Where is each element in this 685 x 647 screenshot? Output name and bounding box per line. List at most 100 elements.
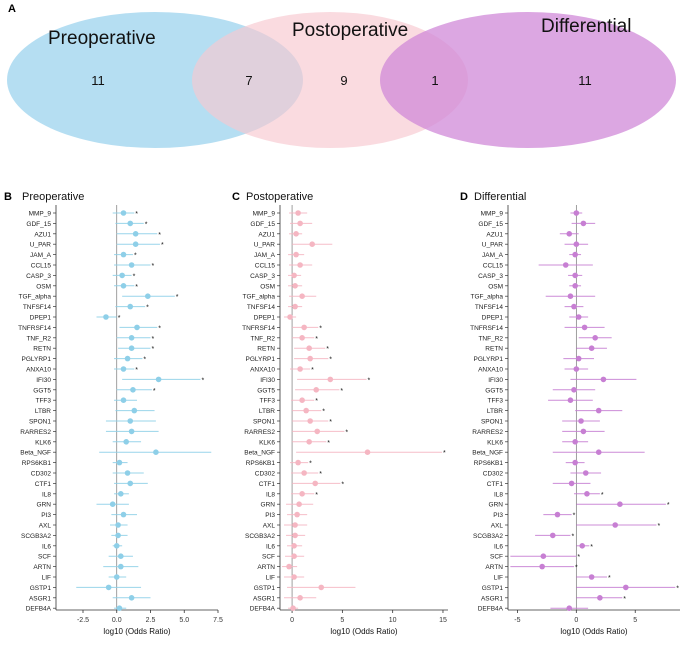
y-tick-label-pglyrp1: PGLYRP1	[245, 356, 275, 363]
estimate-point-retn	[128, 345, 135, 352]
y-tick-label-tnf-r2: TNF_R2	[478, 335, 503, 342]
y-tick-label-scf: SCF	[490, 554, 503, 561]
y-tick-label-spon1: SPON1	[253, 419, 275, 426]
y-tick-label-u-par: U_PAR	[30, 242, 51, 249]
estimate-point-klk6	[306, 439, 312, 445]
estimate-point-casp-3	[119, 272, 125, 279]
x-tick-label: 5.0	[179, 617, 189, 624]
significance-marker: *	[315, 492, 318, 499]
y-tick-label-spon1: SPON1	[481, 419, 503, 426]
x-tick-label: -5	[514, 617, 520, 624]
estimate-point-asgr1	[297, 595, 303, 601]
y-tick-label-casp-3: CASP_3	[250, 273, 275, 280]
estimate-point-grn	[109, 501, 116, 508]
y-tick-label-pglyrp1: PGLYRP1	[473, 356, 503, 363]
y-tick-label-ifi30: IFI30	[488, 377, 503, 384]
estimate-point-u-par	[132, 241, 139, 247]
y-tick-label-anxa10: ANXA10	[250, 367, 275, 374]
estimate-point-beta-ngf	[153, 449, 159, 456]
y-tick-label-gstp1: GSTP1	[30, 585, 52, 592]
significance-marker: *	[152, 336, 155, 343]
estimate-point-beta-ngf	[595, 449, 602, 456]
estimate-point-grn	[617, 501, 623, 508]
x-axis-label: log10 (Odds Ratio)	[330, 627, 397, 636]
estimate-point-pi3	[294, 511, 300, 518]
y-tick-label-casp-3: CASP_3	[478, 273, 503, 280]
x-tick-label: 5	[340, 617, 344, 624]
estimate-point-gstp1	[623, 584, 629, 591]
estimate-point-anxa10	[120, 366, 127, 372]
significance-marker: *	[135, 367, 138, 374]
x-tick-label: 15	[439, 617, 447, 624]
y-tick-label-tnfsf14: TNFSF14	[247, 304, 276, 311]
y-tick-label-tff3: TFF3	[35, 398, 51, 405]
estimate-point-osm	[572, 283, 578, 289]
estimate-point-spon1	[307, 418, 313, 424]
y-tick-label-u-par: U_PAR	[482, 242, 503, 249]
y-tick-label-lif: LIF	[494, 575, 503, 582]
estimate-point-grn	[296, 501, 302, 508]
y-tick-label-ifi30: IFI30	[260, 377, 275, 384]
significance-marker: *	[176, 294, 179, 301]
estimate-point-ifi30	[327, 376, 334, 383]
panel-letter-b: B	[4, 191, 12, 203]
y-tick-label-defb4a: DEFB4A	[26, 606, 52, 613]
significance-marker: *	[322, 409, 325, 416]
y-tick-label-asgr1: ASGR1	[481, 595, 503, 602]
y-tick-label-ccl15: CCL15	[31, 263, 52, 270]
estimate-point-lif	[588, 574, 595, 580]
estimate-point-azu1	[293, 231, 299, 237]
significance-marker: *	[311, 367, 314, 374]
estimate-point-casp-3	[572, 272, 578, 279]
y-tick-label-scgb3a2: SCGB3A2	[473, 533, 503, 540]
y-tick-label-gstp1: GSTP1	[254, 585, 276, 592]
estimate-point-dpep1	[103, 314, 109, 320]
y-tick-label-retn: RETN	[485, 346, 503, 353]
significance-marker: *	[368, 377, 371, 384]
significance-marker: *	[341, 481, 344, 488]
venn-count-preoperative-only: 11	[91, 73, 105, 88]
x-tick-label: 0.0	[112, 617, 122, 624]
estimate-point-ifi30	[155, 376, 162, 383]
significance-marker: *	[135, 211, 138, 218]
estimate-point-ctf1	[568, 480, 575, 487]
estimate-point-tnfsf14	[571, 303, 577, 310]
y-tick-label-il8: IL8	[266, 491, 275, 498]
estimate-point-tnfsf14	[292, 303, 298, 310]
y-tick-label-artn: ARTN	[257, 564, 275, 571]
y-tick-label-axl: AXL	[39, 523, 52, 530]
y-tick-label-ggt5: GGT5	[257, 387, 275, 394]
x-tick-label: 2.5	[146, 617, 156, 624]
estimate-point-ccl15	[128, 262, 135, 268]
significance-marker: *	[118, 315, 121, 322]
y-tick-label-tgf-alpha: TGF_alpha	[470, 294, 503, 301]
forest-plot-differential: Differential -5 0 5 log10 (Odds Ratio) MMP_9 G…	[470, 191, 680, 636]
estimate-point-ggt5	[571, 387, 577, 393]
estimate-point-ltbr	[131, 407, 138, 414]
y-tick-label-dpep1: DPEP1	[254, 315, 276, 322]
estimate-point-rps6kb1	[116, 459, 123, 466]
venn-label-postoperative: Postoperative	[292, 20, 408, 41]
venn-count-post-diff-overlap: 1	[431, 73, 438, 88]
estimate-point-axl	[292, 522, 298, 528]
estimate-point-tgf-alpha	[567, 293, 574, 300]
significance-marker: *	[201, 377, 204, 384]
y-tick-label-azu1: AZU1	[486, 231, 503, 238]
estimate-point-spon1	[127, 418, 134, 424]
significance-marker: *	[134, 253, 137, 260]
significance-marker: *	[152, 346, 155, 353]
significance-marker: *	[309, 461, 312, 468]
estimate-point-ggt5	[130, 387, 136, 393]
estimate-point-scgb3a2	[292, 532, 298, 539]
estimate-point-tnf-r2	[592, 335, 598, 341]
significance-marker: *	[326, 346, 329, 353]
estimate-point-pi3	[554, 511, 561, 518]
y-tick-label-scgb3a2: SCGB3A2	[245, 533, 275, 540]
y-tick-label-gdf-15: GDF_15	[478, 221, 503, 228]
significance-marker: *	[340, 388, 343, 395]
estimate-point-il8	[299, 491, 305, 497]
y-tick-label-dpep1: DPEP1	[30, 315, 52, 322]
significance-marker: *	[575, 565, 578, 572]
y-tick-label-gdf-15: GDF_15	[250, 221, 275, 228]
estimate-point-retn	[306, 345, 312, 352]
